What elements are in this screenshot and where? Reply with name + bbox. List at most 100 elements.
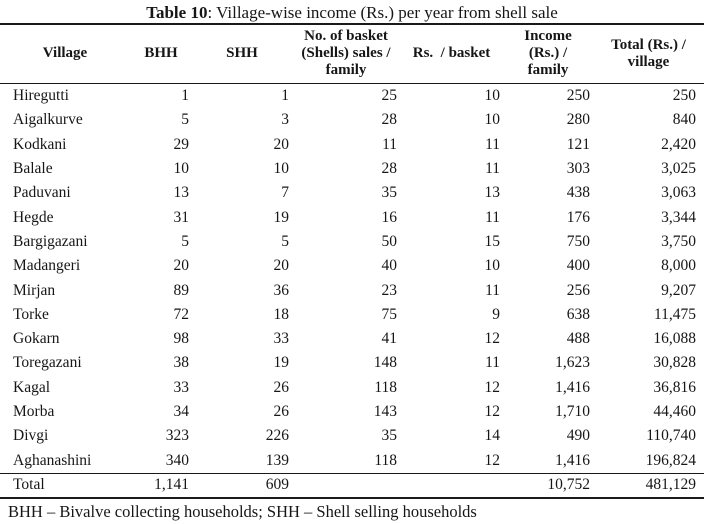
value-cell: 28: [381, 111, 398, 129]
value-cell: 98: [173, 330, 190, 348]
value-cell: 10: [484, 87, 501, 105]
table-row: Gokarn 98 33 41 12 488 16,088: [0, 327, 704, 351]
value-cell: 8,000: [661, 257, 696, 275]
value-cell: 3,063: [661, 184, 696, 202]
value-cell: 609: [192, 472, 292, 498]
value-cell: 31: [173, 208, 190, 226]
village-name-cell: Bargigazani: [13, 232, 88, 250]
value-cell: 13: [173, 184, 190, 202]
value-cell: 488: [566, 330, 590, 348]
value-cell: 12: [484, 403, 501, 420]
value-cell: 12: [484, 378, 501, 396]
income-table: Village BHH SHH No. of basket (Shells) sale…: [0, 23, 704, 499]
value-cell: 3: [281, 111, 289, 129]
value-cell: 29: [173, 135, 190, 153]
table-title-text: : Village-wise income (Rs.) per year fro…: [207, 3, 558, 22]
value-cell: 250: [672, 87, 696, 105]
value-cell: 28: [381, 160, 398, 178]
value-cell: 10: [173, 160, 190, 178]
value-cell: 438: [566, 184, 590, 202]
table-title-label: Table 10: [146, 3, 208, 22]
village-name-cell: Hegde: [13, 208, 54, 226]
value-cell: 11: [485, 135, 500, 153]
value-cell: 11: [485, 208, 500, 226]
value-cell: 840: [672, 111, 696, 129]
value-cell: 18: [273, 305, 290, 323]
village-name-cell: Balale: [13, 160, 53, 178]
column-header-1: BHH: [130, 24, 192, 84]
value-cell: 5: [181, 232, 189, 250]
value-cell: 26: [273, 403, 290, 420]
value-cell: 139: [265, 451, 289, 469]
value-cell: 226: [265, 427, 289, 445]
village-name-cell: Paduvani: [13, 184, 71, 202]
value-cell: 16: [381, 208, 398, 226]
value-cell: 25: [381, 87, 398, 105]
value-cell: 19: [273, 354, 290, 372]
value-cell: 16,088: [653, 330, 696, 348]
table-header: Village BHH SHH No. of basket (Shells) sale…: [0, 24, 704, 84]
table-row: Kodkani 29 20 11 11 121 2,420: [0, 133, 704, 157]
value-cell: 15: [484, 232, 501, 250]
village-name-cell: Morba: [13, 403, 55, 420]
village-name-cell: Mirjan: [13, 281, 56, 299]
value-cell: 118: [374, 378, 397, 396]
value-cell: 11,475: [653, 305, 696, 323]
column-header-2: SHH: [192, 24, 292, 84]
table-row: Morba 34 26 143 12 1,710 44,460: [0, 400, 704, 424]
value-cell: 196,824: [645, 451, 696, 469]
value-cell: 3,344: [661, 208, 696, 226]
table-row: Balale 10 10 28 11 303 3,025: [0, 157, 704, 181]
value-cell: 36: [273, 281, 290, 299]
value-cell: 638: [566, 305, 590, 323]
value-cell: 1,141: [130, 472, 192, 498]
value-cell: 10,752: [503, 472, 593, 498]
value-cell: 12: [484, 451, 501, 469]
value-cell: 23: [381, 281, 398, 299]
value-cell: 1: [281, 87, 289, 105]
total-label-cell: Total: [0, 472, 130, 498]
value-cell: [292, 472, 400, 498]
village-name-cell: Hiregutti: [13, 87, 69, 105]
village-name-cell: Divgi: [13, 427, 49, 445]
value-cell: 35: [381, 184, 398, 202]
value-cell: 89: [173, 281, 190, 299]
value-cell: 36,816: [653, 378, 696, 396]
value-cell: 35: [381, 427, 398, 445]
value-cell: 340: [165, 451, 189, 469]
value-cell: 9: [492, 305, 500, 323]
total-row: Total 1,141 609 10,752 481,129: [0, 472, 704, 498]
value-cell: 2,420: [661, 135, 696, 153]
value-cell: 34: [173, 403, 190, 420]
table-row: Hegde 31 19 16 11 176 3,344: [0, 205, 704, 229]
value-cell: 481,129: [593, 472, 704, 498]
value-cell: 1,623: [555, 354, 590, 372]
column-header-0: Village: [0, 24, 130, 84]
value-cell: 14: [484, 427, 501, 445]
value-cell: 256: [566, 281, 590, 299]
table-footnote: BHH – Bivalve collecting households; SHH…: [8, 501, 477, 521]
value-cell: 9,207: [661, 281, 696, 299]
value-cell: 280: [566, 111, 590, 129]
value-cell: 3,025: [661, 160, 696, 178]
table-row: Paduvani 13 7 35 13 438 3,063: [0, 181, 704, 205]
village-name-cell: Toregazani: [13, 354, 82, 372]
value-cell: 26: [273, 378, 290, 396]
table-row: Aigalkurve 5 3 28 10 280 840: [0, 108, 704, 132]
value-cell: 176: [566, 208, 590, 226]
column-header-5: Income (Rs.) / family: [503, 24, 593, 84]
table-title: Table 10: Village-wise income (Rs.) per …: [0, 0, 704, 23]
table-row: Hiregutti 1 1 25 10 250 250: [0, 84, 704, 109]
value-cell: 490: [566, 427, 590, 445]
value-cell: 75: [381, 305, 398, 323]
value-cell: 1: [181, 87, 189, 105]
value-cell: 5: [181, 111, 189, 129]
value-cell: 72: [173, 305, 190, 323]
table-row: Divgi 323 226 35 14 490 110,740: [0, 424, 704, 448]
column-header-3: No. of basket (Shells) sales / family: [292, 24, 400, 84]
value-cell: 7: [281, 184, 289, 202]
value-cell: 303: [566, 160, 590, 178]
value-cell: 10: [273, 160, 290, 178]
table-row: Bargigazani 5 5 50 15 750 3,750: [0, 230, 704, 254]
